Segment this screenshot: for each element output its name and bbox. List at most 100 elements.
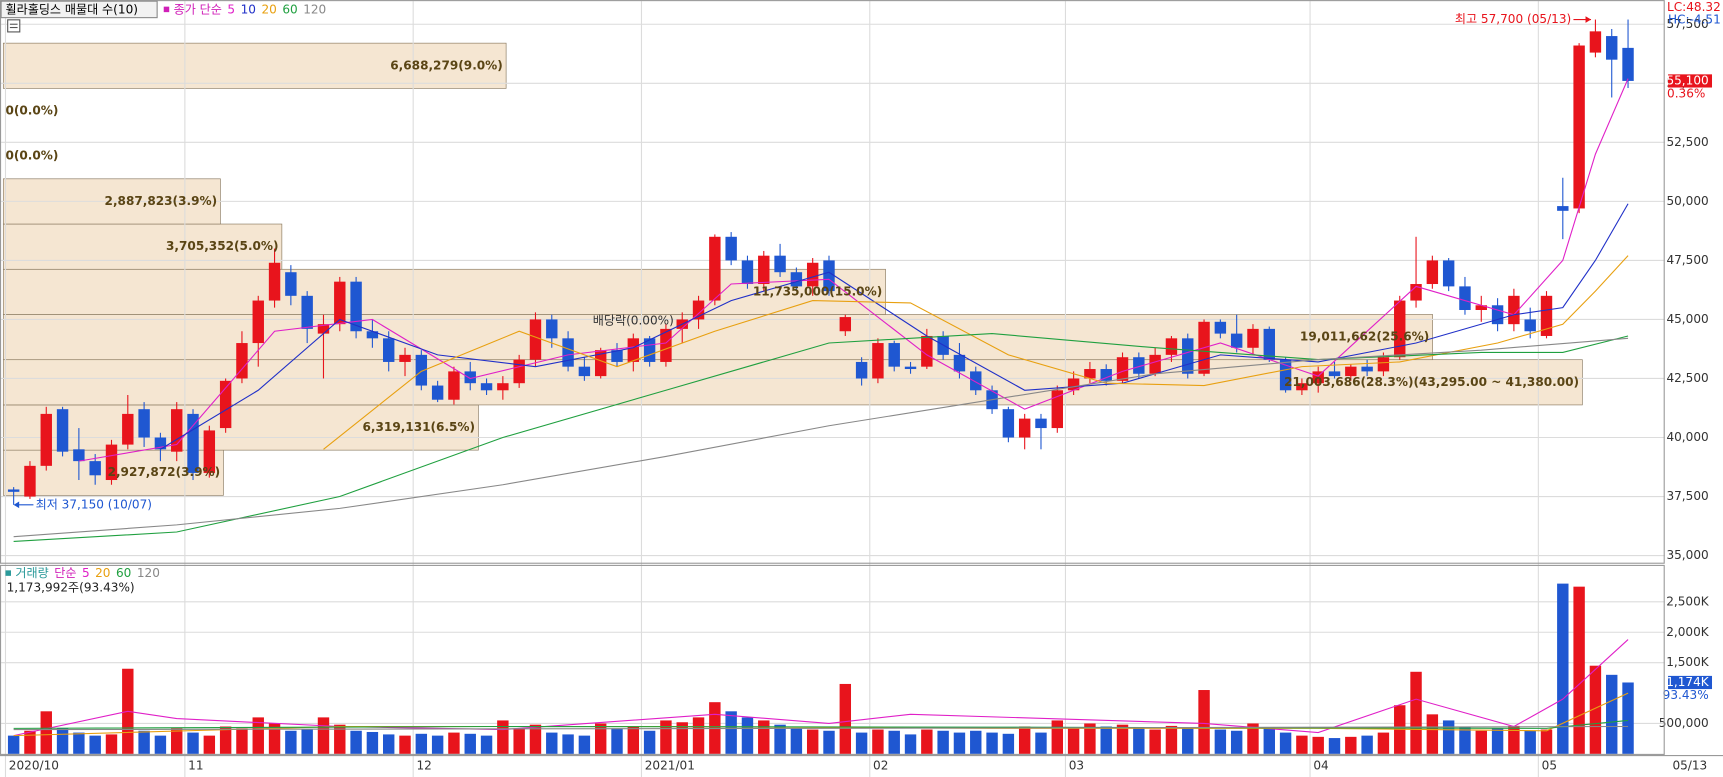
candle-body bbox=[1116, 357, 1129, 381]
candle-body bbox=[855, 361, 868, 379]
candle-body bbox=[138, 409, 150, 438]
legend-label: 종가 단순 bbox=[174, 2, 222, 16]
volume-bar bbox=[806, 729, 819, 754]
profile-label: 6,319,131(6.5%) bbox=[363, 420, 476, 434]
ma-line bbox=[13, 337, 1629, 538]
candle-body bbox=[725, 236, 737, 261]
volume-bar bbox=[415, 733, 428, 754]
volume-bar bbox=[252, 717, 264, 754]
candle-body bbox=[1279, 359, 1292, 391]
legend-swatch bbox=[163, 6, 170, 13]
calendar-icon[interactable] bbox=[7, 19, 21, 33]
candle-body bbox=[774, 255, 786, 273]
volume-bar bbox=[1606, 674, 1618, 754]
candle-body bbox=[953, 354, 966, 372]
candle-body bbox=[758, 255, 770, 285]
candle-body bbox=[1361, 366, 1373, 372]
volume-bar bbox=[56, 728, 69, 754]
x-tick-label: 2020/10 bbox=[9, 758, 59, 772]
legend-entry: 20 bbox=[261, 2, 276, 16]
candle-body bbox=[1149, 354, 1161, 374]
legend-entry: 5 bbox=[227, 2, 235, 16]
candle-body bbox=[73, 449, 85, 462]
x-tick-label: 11 bbox=[188, 758, 203, 772]
price-panel-border bbox=[0, 0, 1665, 564]
x-tick-label: 2021/01 bbox=[645, 758, 695, 772]
x-tick-label: 12 bbox=[416, 758, 431, 772]
volume-bar bbox=[643, 730, 656, 754]
candle-body bbox=[1296, 383, 1308, 391]
volume-bar bbox=[301, 729, 313, 754]
volume-bar bbox=[1067, 728, 1080, 754]
volume-bar bbox=[741, 717, 754, 754]
line-layer bbox=[13, 78, 1629, 737]
profile-label: 0(0.0%) bbox=[5, 149, 58, 163]
candle-body bbox=[24, 465, 36, 497]
volume-bar bbox=[268, 723, 281, 754]
y-tick-label: 47,500 bbox=[1666, 253, 1708, 267]
volume-bar bbox=[383, 734, 395, 754]
volume-bar bbox=[594, 723, 607, 754]
candle-body bbox=[1182, 338, 1194, 374]
candle-body bbox=[40, 413, 52, 466]
volume-bar bbox=[1622, 682, 1634, 754]
volume-bar bbox=[89, 735, 101, 754]
volume-bar bbox=[676, 722, 688, 754]
profile-box bbox=[2, 314, 1433, 361]
volume-bar bbox=[236, 728, 248, 754]
volume-bar bbox=[317, 717, 330, 754]
candle-body bbox=[1524, 319, 1536, 332]
volume-bar bbox=[725, 711, 737, 754]
candle-body bbox=[1263, 328, 1275, 360]
volume-bar bbox=[839, 683, 852, 754]
lc-label: LC:48.32 bbox=[1667, 0, 1721, 14]
candle-body bbox=[1018, 418, 1031, 438]
candle-body bbox=[317, 324, 330, 334]
candle-body bbox=[383, 338, 395, 362]
volume-bar bbox=[285, 730, 297, 754]
profile-label: 2,887,823(3.9%) bbox=[105, 194, 218, 208]
candle-body bbox=[904, 366, 917, 370]
volume-bar bbox=[921, 729, 933, 754]
volume-bar bbox=[1557, 583, 1569, 754]
candle-body bbox=[1345, 366, 1357, 377]
volume-bar bbox=[154, 735, 167, 754]
candle-body bbox=[1051, 390, 1064, 429]
volume-bar bbox=[1410, 671, 1422, 754]
candle-body bbox=[1606, 36, 1618, 60]
candle-body bbox=[203, 430, 216, 473]
volume-bar bbox=[823, 730, 835, 754]
volume-bar bbox=[1018, 726, 1031, 754]
ma-line bbox=[13, 639, 1629, 737]
volume-bar bbox=[40, 711, 52, 754]
candle-body bbox=[219, 380, 232, 429]
candle-body bbox=[252, 300, 264, 344]
candle-body bbox=[790, 272, 803, 287]
profile-label: 2,927,872(3.9%) bbox=[108, 465, 221, 479]
candle-body bbox=[1557, 206, 1569, 211]
y-tick-label: 1,500K bbox=[1666, 655, 1710, 669]
volume-bar bbox=[1442, 720, 1455, 754]
volume-bar bbox=[1198, 690, 1210, 754]
volume-bar bbox=[1230, 730, 1243, 754]
ma-line bbox=[13, 333, 1629, 543]
chart-title: 휠라홀딩스 매물대 수(10) bbox=[5, 2, 137, 16]
candle-body bbox=[1589, 31, 1602, 53]
volume-bar bbox=[105, 734, 118, 754]
candle-body bbox=[578, 366, 591, 377]
candle-body bbox=[839, 317, 852, 332]
volume-bar bbox=[660, 720, 672, 754]
volume-bar bbox=[1247, 723, 1259, 754]
candle-body bbox=[1067, 378, 1080, 391]
legend-entry: 60 bbox=[116, 566, 131, 580]
volume-bar bbox=[1002, 733, 1015, 754]
candle-body bbox=[334, 281, 346, 325]
volume-bar bbox=[888, 730, 900, 754]
candle-body bbox=[350, 281, 362, 332]
candle-body bbox=[692, 300, 705, 320]
candle-body bbox=[1540, 295, 1553, 336]
title-box[interactable] bbox=[0, 0, 158, 19]
volume-bar bbox=[1508, 725, 1520, 754]
volume-bar bbox=[758, 720, 770, 754]
volume-bar bbox=[562, 734, 574, 754]
